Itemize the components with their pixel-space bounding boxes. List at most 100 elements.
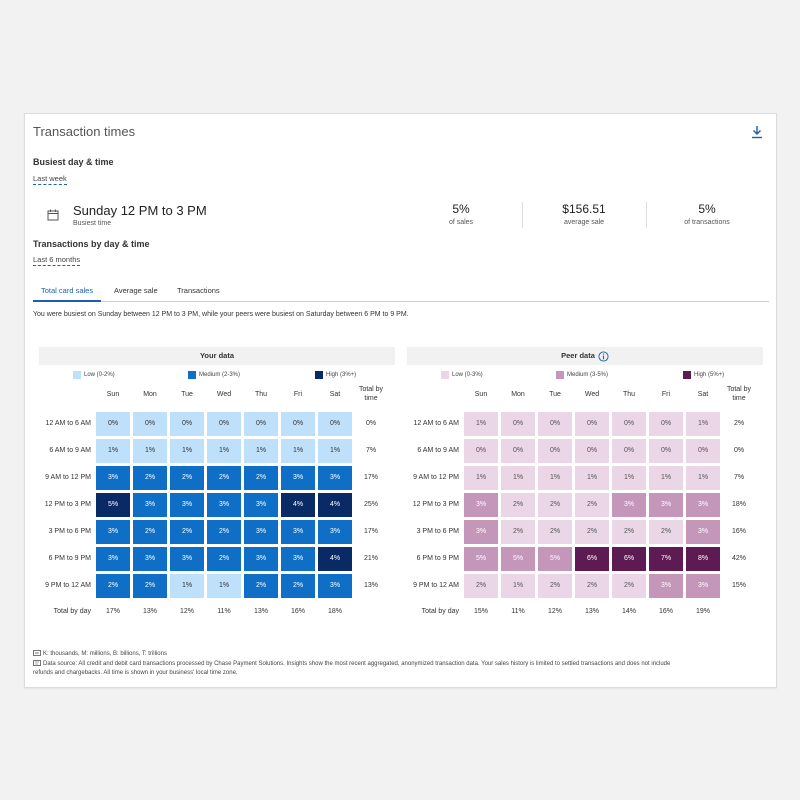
heatmap-cell[interactable]: 3% (243, 546, 279, 572)
heatmap-cell[interactable]: 6% (574, 546, 610, 572)
heatmap-cell[interactable]: 3% (95, 519, 131, 545)
heatmap-cell[interactable]: 1% (611, 465, 647, 491)
heatmap-cell[interactable]: 1% (206, 573, 242, 599)
heatmap-cell[interactable]: 2% (95, 573, 131, 599)
heatmap-cell[interactable]: 3% (95, 546, 131, 572)
heatmap-cell[interactable]: 4% (280, 492, 316, 518)
heatmap-cell[interactable]: 5% (537, 546, 573, 572)
heatmap-cell[interactable]: 8% (685, 546, 721, 572)
heatmap-cell[interactable]: 3% (169, 492, 205, 518)
heatmap-cell[interactable]: 1% (169, 438, 205, 464)
heatmap-cell[interactable]: 3% (648, 573, 684, 599)
heatmap-cell[interactable]: 1% (500, 465, 536, 491)
heatmap-cell[interactable]: 1% (537, 465, 573, 491)
heatmap-cell[interactable]: 0% (611, 411, 647, 437)
heatmap-cell[interactable]: 3% (243, 519, 279, 545)
tab-transactions[interactable]: Transactions (177, 286, 220, 295)
heatmap-cell[interactable]: 2% (280, 573, 316, 599)
info-icon[interactable] (598, 350, 609, 362)
heatmap-cell[interactable]: 0% (574, 411, 610, 437)
heatmap-cell[interactable]: 3% (280, 465, 316, 491)
heatmap-cell[interactable]: 3% (132, 546, 168, 572)
heatmap-cell[interactable]: 2% (537, 492, 573, 518)
heatmap-cell[interactable]: 2% (611, 573, 647, 599)
heatmap-cell[interactable]: 3% (169, 546, 205, 572)
heatmap-cell[interactable]: 0% (500, 438, 536, 464)
heatmap-cell[interactable]: 2% (574, 519, 610, 545)
heatmap-cell[interactable]: 2% (537, 519, 573, 545)
heatmap-cell[interactable]: 2% (243, 573, 279, 599)
heatmap-cell[interactable]: 2% (132, 573, 168, 599)
heatmap-cell[interactable]: 3% (317, 573, 353, 599)
heatmap-cell[interactable]: 0% (611, 438, 647, 464)
heatmap-cell[interactable]: 3% (280, 546, 316, 572)
heatmap-cell[interactable]: 2% (243, 465, 279, 491)
heatmap-cell[interactable]: 1% (206, 438, 242, 464)
heatmap-cell[interactable]: 2% (574, 492, 610, 518)
heatmap-cell[interactable]: 1% (648, 465, 684, 491)
heatmap-cell[interactable]: 0% (95, 411, 131, 437)
heatmap-cell[interactable]: 1% (685, 411, 721, 437)
heatmap-cell[interactable]: 0% (537, 411, 573, 437)
heatmap-cell[interactable]: 3% (132, 492, 168, 518)
heatmap-cell[interactable]: 0% (648, 438, 684, 464)
heatmap-cell[interactable]: 0% (169, 411, 205, 437)
heatmap-cell[interactable]: 7% (648, 546, 684, 572)
heatmap-cell[interactable]: 2% (132, 519, 168, 545)
download-icon[interactable] (750, 125, 764, 139)
heatmap-cell[interactable]: 2% (169, 519, 205, 545)
heatmap-cell[interactable]: 0% (132, 411, 168, 437)
heatmap-cell[interactable]: 6% (611, 546, 647, 572)
heatmap-cell[interactable]: 2% (574, 573, 610, 599)
heatmap-cell[interactable]: 2% (500, 492, 536, 518)
heatmap-cell[interactable]: 1% (500, 573, 536, 599)
heatmap-cell[interactable]: 0% (537, 438, 573, 464)
heatmap-cell[interactable]: 3% (611, 492, 647, 518)
heatmap-cell[interactable]: 3% (206, 492, 242, 518)
heatmap-cell[interactable]: 2% (463, 573, 499, 599)
heatmap-cell[interactable]: 1% (95, 438, 131, 464)
heatmap-cell[interactable]: 0% (648, 411, 684, 437)
heatmap-cell[interactable]: 4% (317, 492, 353, 518)
busiest-period-dropdown[interactable]: Last week (33, 174, 67, 185)
heatmap-cell[interactable]: 5% (500, 546, 536, 572)
tab-total-card-sales[interactable]: Total card sales (33, 286, 102, 302)
heatmap-cell[interactable]: 3% (95, 465, 131, 491)
heatmap-cell[interactable]: 3% (280, 519, 316, 545)
heatmap-cell[interactable]: 2% (500, 519, 536, 545)
heatmap-cell[interactable]: 1% (574, 465, 610, 491)
heatmap-cell[interactable]: 2% (132, 465, 168, 491)
heatmap-cell[interactable]: 0% (685, 438, 721, 464)
heatmap-cell[interactable]: 0% (463, 438, 499, 464)
heatmap-cell[interactable]: 1% (463, 411, 499, 437)
tab-average-sale[interactable]: Average sale (114, 286, 158, 295)
heatmap-cell[interactable]: 3% (243, 492, 279, 518)
heatmap-cell[interactable]: 2% (206, 465, 242, 491)
heatmap-cell[interactable]: 0% (206, 411, 242, 437)
heatmap-cell[interactable]: 3% (685, 492, 721, 518)
heatmap-cell[interactable]: 2% (206, 519, 242, 545)
heatmap-cell[interactable]: 2% (169, 465, 205, 491)
heatmap-cell[interactable]: 0% (500, 411, 536, 437)
heatmap-cell[interactable]: 1% (169, 573, 205, 599)
heatmap-cell[interactable]: 3% (463, 519, 499, 545)
heatmap-cell[interactable]: 3% (317, 519, 353, 545)
heatmap-cell[interactable]: 0% (243, 411, 279, 437)
heatmap-cell[interactable]: 1% (132, 438, 168, 464)
heatmap-cell[interactable]: 3% (648, 492, 684, 518)
heatmap-cell[interactable]: 2% (206, 546, 242, 572)
heatmap-cell[interactable]: 2% (648, 519, 684, 545)
heatmap-cell[interactable]: 3% (685, 573, 721, 599)
heatmap-cell[interactable]: 1% (463, 465, 499, 491)
heatmap-cell[interactable]: 0% (280, 411, 316, 437)
heatmap-cell[interactable]: 5% (95, 492, 131, 518)
heatmap-cell[interactable]: 3% (685, 519, 721, 545)
heatmap-cell[interactable]: 3% (463, 492, 499, 518)
by-day-period-dropdown[interactable]: Last 6 months (33, 255, 81, 266)
heatmap-cell[interactable]: 0% (317, 411, 353, 437)
heatmap-cell[interactable]: 1% (280, 438, 316, 464)
heatmap-cell[interactable]: 4% (317, 546, 353, 572)
heatmap-cell[interactable]: 2% (537, 573, 573, 599)
heatmap-cell[interactable]: 2% (611, 519, 647, 545)
heatmap-cell[interactable]: 1% (685, 465, 721, 491)
